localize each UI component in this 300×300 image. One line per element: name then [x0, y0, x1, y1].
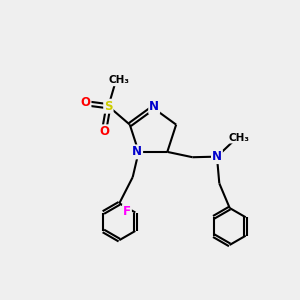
Text: N: N [212, 150, 222, 163]
Text: N: N [149, 100, 159, 113]
Text: O: O [80, 96, 91, 109]
Text: N: N [132, 146, 142, 158]
Text: F: F [123, 205, 131, 218]
Text: CH₃: CH₃ [109, 75, 130, 85]
Text: CH₃: CH₃ [229, 133, 250, 142]
Text: S: S [104, 100, 112, 113]
Text: O: O [99, 125, 109, 138]
